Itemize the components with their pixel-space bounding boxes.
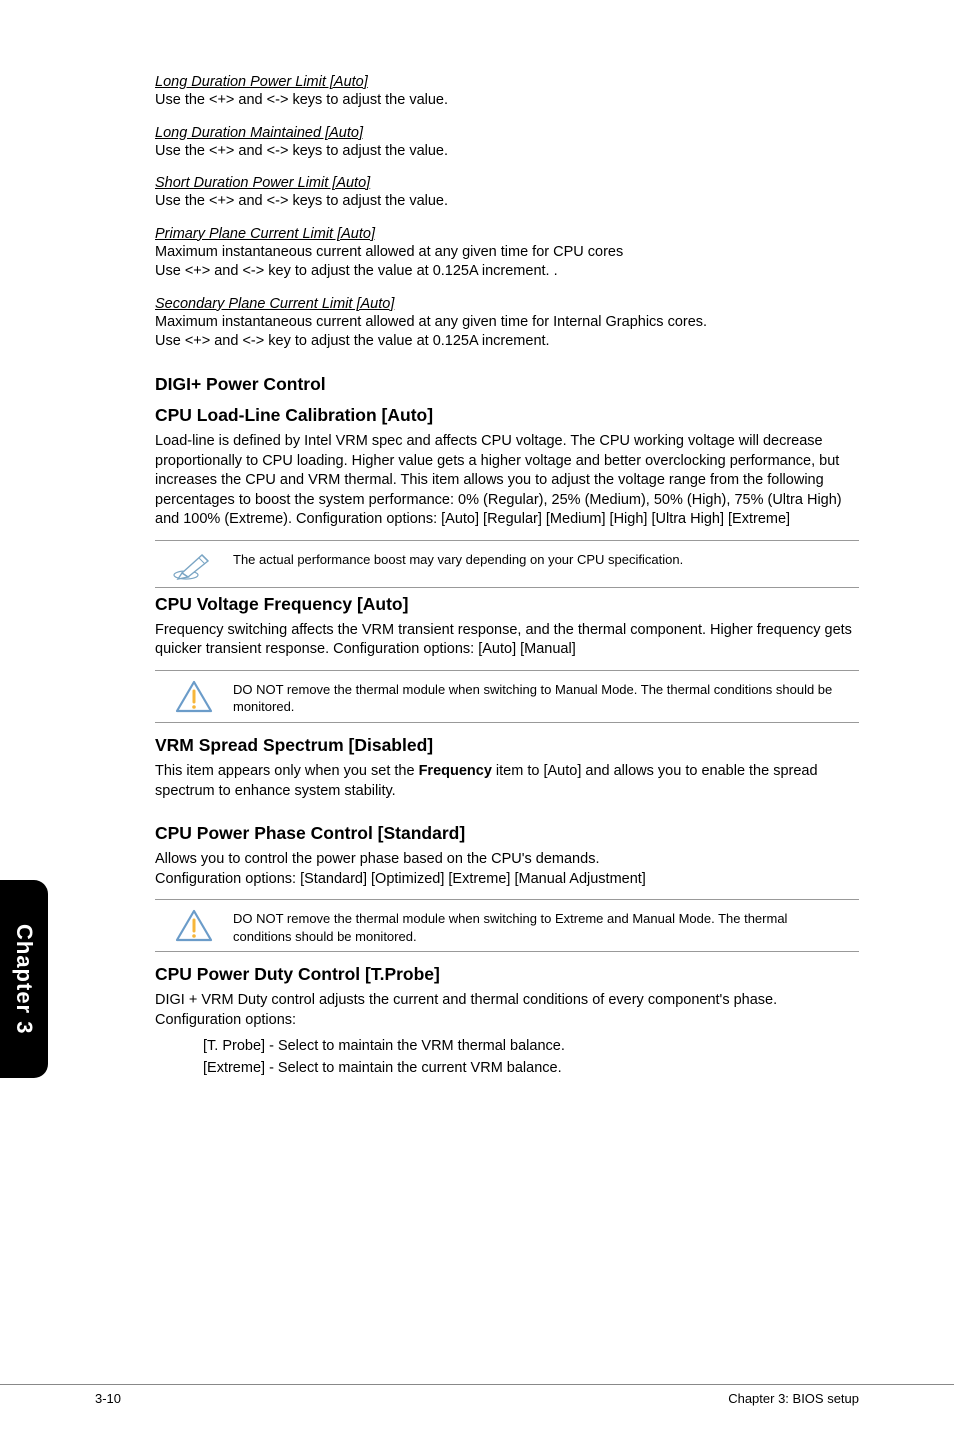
text-long-duration-maintained: Use the <+> and <-> keys to adjust the v… [155,142,859,162]
chapter-side-tab: Chapter 3 [0,880,48,1078]
note-thermal-extreme: DO NOT remove the thermal module when sw… [155,899,859,952]
footer-chapter-title: Chapter 3: BIOS setup [728,1391,859,1406]
text-secondary-plane-1: Maximum instantaneous current allowed at… [155,313,859,333]
text-cpu-power-phase-2: Configuration options: [Standard] [Optim… [155,870,859,890]
text-cpu-power-phase-1: Allows you to control the power phase ba… [155,850,859,870]
page-footer: 3-10 Chapter 3: BIOS setup [0,1384,954,1406]
text-vrm-spread-prefix: This item appears only when you set the [155,763,419,779]
heading-digi-power: DIGI+ Power Control [155,374,859,395]
heading-long-duration-power: Long Duration Power Limit [Auto] [155,74,859,90]
heading-cpu-voltage-freq: CPU Voltage Frequency [Auto] [155,594,859,615]
text-primary-plane-2: Use <+> and <-> key to adjust the value … [155,262,859,282]
duty-option-tprobe: [T. Probe] - Select to maintain the VRM … [203,1038,859,1054]
text-vrm-spread: This item appears only when you set the … [155,762,859,801]
heading-cpu-power-duty: CPU Power Duty Control [T.Probe] [155,964,859,985]
heading-primary-plane: Primary Plane Current Limit [Auto] [155,226,859,242]
duty-options-list: [T. Probe] - Select to maintain the VRM … [203,1038,859,1076]
note-performance-boost-text: The actual performance boost may vary de… [233,547,693,569]
chapter-side-tab-label: Chapter 3 [11,924,37,1034]
heading-secondary-plane: Secondary Plane Current Limit [Auto] [155,296,859,312]
pencil-icon [155,547,233,581]
heading-long-duration-maintained: Long Duration Maintained [Auto] [155,125,859,141]
heading-cpu-power-phase: CPU Power Phase Control [Standard] [155,823,859,844]
note-thermal-manual: DO NOT remove the thermal module when sw… [155,670,859,723]
text-secondary-plane-2: Use <+> and <-> key to adjust the value … [155,332,859,352]
text-short-duration-power: Use the <+> and <-> keys to adjust the v… [155,192,859,212]
text-cpu-power-duty: DIGI + VRM Duty control adjusts the curr… [155,991,859,1030]
page-content: Long Duration Power Limit [Auto] Use the… [0,0,954,1076]
duty-option-extreme: [Extreme] - Select to maintain the curre… [203,1060,859,1076]
note-performance-boost: The actual performance boost may vary de… [155,540,859,588]
heading-vrm-spread: VRM Spread Spectrum [Disabled] [155,735,859,756]
note-thermal-manual-text: DO NOT remove the thermal module when sw… [233,677,859,716]
text-vrm-spread-bold: Frequency [419,763,492,779]
caution-icon [155,677,233,715]
heading-cpu-load-line: CPU Load-Line Calibration [Auto] [155,405,859,426]
footer-page-number: 3-10 [95,1391,121,1406]
caution-icon [155,906,233,944]
text-primary-plane-1: Maximum instantaneous current allowed at… [155,243,859,263]
note-thermal-extreme-text: DO NOT remove the thermal module when sw… [233,906,859,945]
text-long-duration-power: Use the <+> and <-> keys to adjust the v… [155,91,859,111]
text-cpu-voltage-freq: Frequency switching affects the VRM tran… [155,621,859,660]
heading-short-duration-power: Short Duration Power Limit [Auto] [155,175,859,191]
text-cpu-load-line: Load-line is defined by Intel VRM spec a… [155,432,859,530]
